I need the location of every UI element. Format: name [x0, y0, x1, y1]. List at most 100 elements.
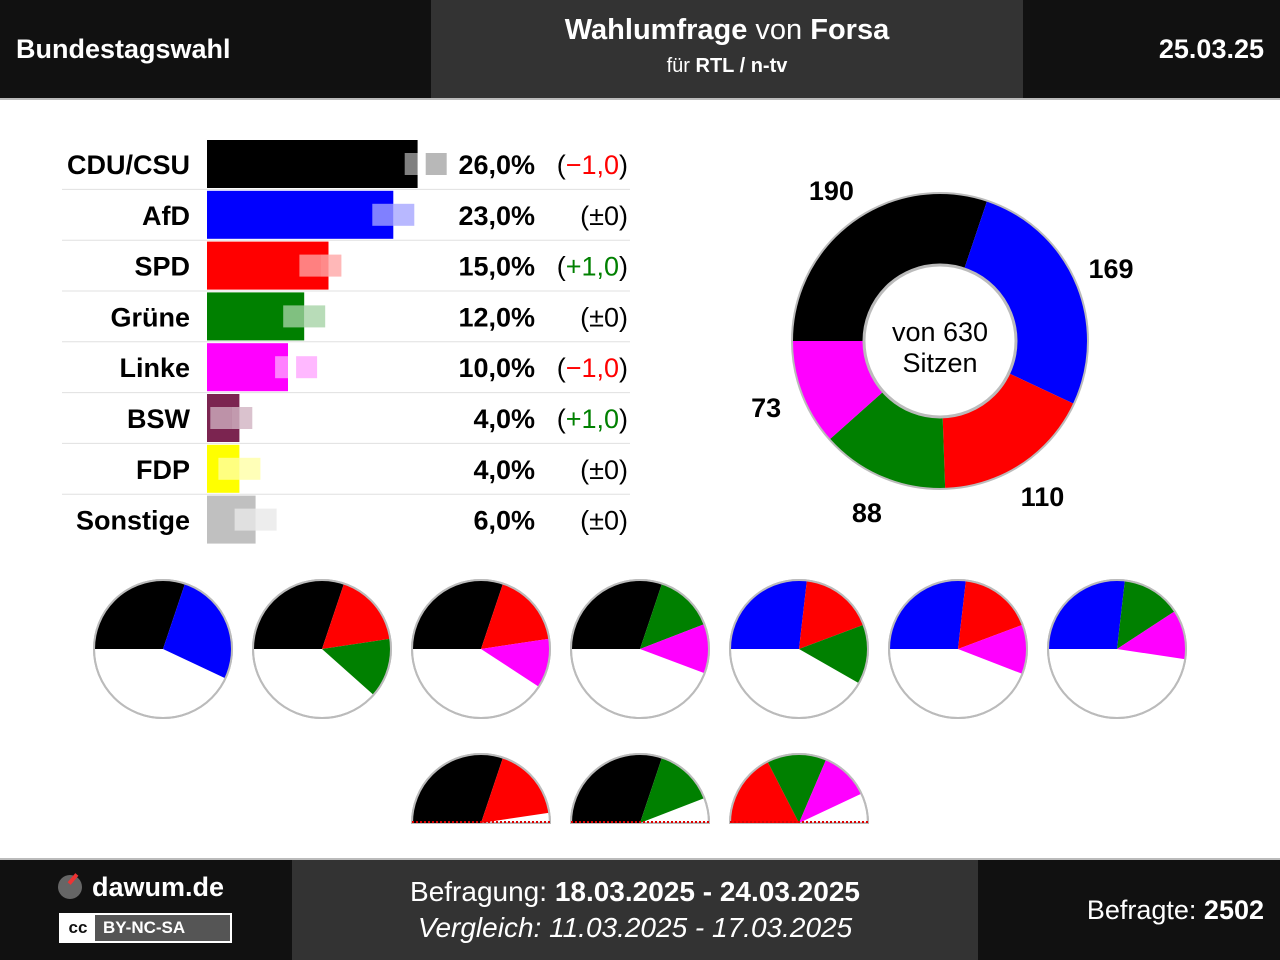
poll-chart-area: CDU/CSU 26,0% (−1,0)AfD 23,0% (±0)SPD 15,0% (+… [62, 140, 1187, 824]
value-label-spd: 15,0% [458, 252, 535, 282]
change-value-spd: +1,0 [566, 252, 619, 282]
vote-share-bar-chart: CDU/CSU 26,0% (−1,0)AfD 23,0% (±0)SPD 15,0% (+… [62, 140, 630, 544]
change-value-sonstige: ±0 [589, 506, 619, 536]
value-label-cdu-csu: 26,0% [458, 150, 535, 180]
coalition-cdu-csu-spd-gr-ne-segment-cdu-csu [253, 580, 344, 649]
coalition-afd-spd-linke-outline [888, 579, 1028, 719]
header: Bundestagswahl Wahlumfrage von Forsa für… [0, 0, 1280, 98]
prev-marker-right-fdp [239, 457, 261, 480]
value-label-afd: 23,0% [458, 201, 535, 231]
change-open-afd: ( [580, 201, 589, 231]
change-open-bsw: ( [557, 404, 566, 434]
change-close-sonstige: ) [619, 506, 628, 536]
value-label-bsw: 4,0% [473, 404, 535, 434]
coalition-cdu-csu-afd-segment-cdu-csu [94, 580, 185, 649]
coalition-cdu-csu-gr-ne-linke-segment-cdu-csu [571, 579, 662, 649]
change-close-bsw: ) [619, 404, 628, 434]
coalition-spd-gr-ne-linke-segment-gr-ne [767, 754, 827, 823]
respondents: Befragte: 2502 [1087, 860, 1264, 960]
coalition-afd-spd-gr-ne-segment-gr-ne [799, 624, 869, 684]
prev-marker-tint-afd [393, 203, 415, 226]
footer: dawum.de cc BY-NC-SA Befragung: 18.03.202… [0, 860, 1280, 960]
coalition-afd-spd-linke-segment-linke [958, 624, 1027, 674]
license-badge[interactable]: cc BY-NC-SA [59, 913, 232, 943]
bar-label-linke: Linke [119, 353, 190, 383]
compare-range-line: Vergleich: 11.03.2025 - 17.03.2025 [292, 912, 978, 944]
coalition-cdu-csu-spd-gr-ne-segment-spd [322, 583, 391, 649]
coalition-cdu-csu-spd-segment-cdu-csu [412, 753, 503, 823]
bar-afd [207, 190, 394, 239]
donut-center-line2: Sitzen [902, 348, 977, 378]
poll-fuer: für [666, 55, 690, 77]
coalition-afd-gr-ne-linke [1047, 579, 1187, 719]
prev-marker-left-linke [275, 356, 297, 379]
change-label-gr-ne: (±0) [580, 302, 628, 332]
bar-label-fdp: FDP [136, 455, 190, 485]
prev-marker-right-linke [296, 356, 318, 379]
change-open-sonstige: ( [580, 506, 589, 536]
prev-marker-left-fdp [218, 457, 240, 480]
coalition-afd-gr-ne-linke-segment-afd [1048, 580, 1125, 649]
coalition-afd-gr-ne-linke-segment-gr-ne [1117, 580, 1175, 649]
coalition-cdu-csu-spd-gr-ne-segment-gr-ne [322, 638, 391, 695]
change-close-fdp: ) [619, 455, 628, 485]
coalition-cdu-csu-gr-ne-linke-outline [570, 579, 710, 719]
coalition-spd-gr-ne-linke [728, 753, 870, 824]
bar-linke [207, 343, 288, 392]
bar-label-cdu-csu: CDU/CSU [67, 150, 190, 180]
change-value-linke: −1,0 [566, 353, 619, 383]
seat-segment-gr-ne [829, 391, 946, 489]
value-label-sonstige: 6,0% [473, 506, 535, 536]
change-label-bsw: (+1,0) [557, 404, 628, 434]
coalition-cdu-csu-spd-gr-ne-outline [252, 579, 392, 719]
change-open-linke: ( [557, 353, 566, 383]
survey-range-line: Befragung: 18.03.2025 - 24.03.2025 [292, 876, 978, 908]
survey-label: Befragung: [410, 876, 548, 907]
prev-marker-right-cdu-csu [425, 153, 447, 175]
poll-date: 25.03.25 [1158, 34, 1264, 64]
seat-segment-spd [942, 373, 1074, 489]
prev-marker-tint-bsw [231, 407, 253, 429]
donut-center [862, 263, 1018, 419]
brand-link[interactable]: dawum.de [58, 872, 224, 903]
change-value-cdu-csu: −1,0 [566, 150, 619, 180]
coalition-spd-gr-ne-linke-segment-spd [730, 761, 799, 823]
coalition-cdu-csu-spd-segment-spd [481, 757, 550, 823]
change-label-cdu-csu: (−1,0) [557, 150, 628, 180]
prev-marker-tint-spd [320, 254, 342, 277]
change-open-gr-ne: ( [580, 302, 589, 332]
footer-divider [0, 858, 1280, 860]
prev-marker-tint-sonstige [255, 508, 277, 531]
coalition-afd-spd-gr-ne-outline [729, 579, 869, 719]
seat-label-cdu-csu: 190 [809, 176, 854, 206]
coalition-cdu-csu-gr-ne-linke [570, 579, 710, 719]
prev-marker-left-cdu-csu [404, 153, 426, 175]
coalition-cdu-csu-spd-linke-segment-spd [481, 583, 550, 649]
coalition-cdu-csu-spd-linke-segment-linke [481, 638, 550, 687]
election-title: Bundestagswahl [16, 34, 231, 64]
coalition-afd-spd-linke [888, 579, 1028, 719]
bar-label-sonstige: Sonstige [76, 506, 190, 536]
dawum-logo-icon [58, 875, 82, 899]
respondents-label: Befragte: [1086, 895, 1197, 925]
coalition-afd-spd-gr-ne [729, 579, 869, 719]
prev-marker-right-afd [393, 203, 415, 226]
coalition-cdu-csu-gr-ne-segment-cdu-csu [571, 753, 662, 823]
change-value-gr-ne: ±0 [589, 302, 619, 332]
prev-marker-left-sonstige [234, 508, 256, 531]
prev-marker-left-bsw [210, 407, 232, 429]
poll-info: Wahlumfrage von Forsa für RTL / n-tv [431, 0, 1023, 98]
value-label-fdp: 4,0% [473, 455, 535, 485]
prev-marker-left-gr-ne [283, 305, 305, 328]
poll-word: Wahlumfrage [564, 14, 748, 46]
change-close-gr-ne: ) [619, 302, 628, 332]
coalition-cdu-csu-gr-ne-linke-segment-linke [640, 624, 709, 674]
coalition-cdu-csu-afd-outline [93, 579, 233, 719]
prev-marker-right-spd [320, 254, 342, 277]
prev-marker-left-spd [299, 254, 321, 277]
cc-icon: cc [61, 915, 95, 941]
change-close-cdu-csu: ) [619, 150, 628, 180]
seat-label-gr-ne: 88 [852, 498, 882, 528]
poll-client-name: RTL / n-tv [695, 55, 788, 77]
coalition-cdu-csu-afd-segment-afd [163, 583, 232, 679]
